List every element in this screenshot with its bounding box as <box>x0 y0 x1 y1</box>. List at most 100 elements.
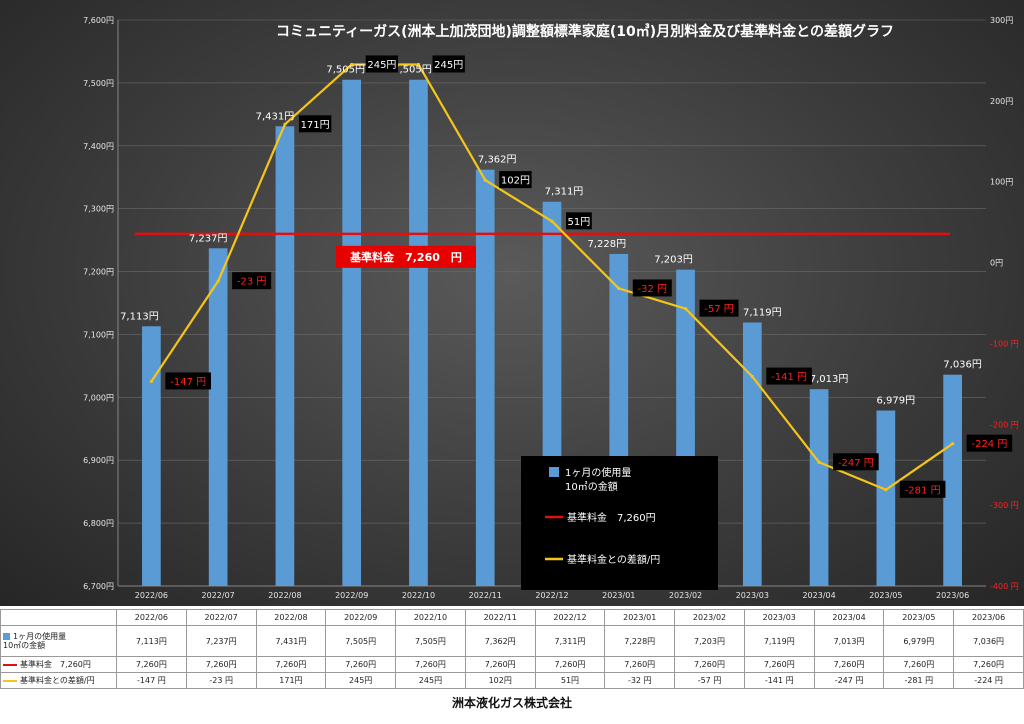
table-row-label: 1ヶ月の使用量 10㎥の金額 <box>3 632 67 650</box>
table-cell: -141 円 <box>743 672 815 689</box>
table-cell: 102円 <box>464 672 536 689</box>
table-row-label: 基準料金との差額/円 <box>20 676 95 685</box>
diff-label-box <box>232 272 272 290</box>
bar-value-label: 7,505円 <box>326 65 365 76</box>
y-tick-label-left: 7,300円 <box>83 205 114 214</box>
bar <box>409 79 428 586</box>
table-swatch <box>3 679 17 682</box>
diff-label-box <box>499 171 532 189</box>
table-header-cell: 2022/06 <box>116 609 187 626</box>
y-tick-label-right: -300 円 <box>990 501 1019 510</box>
diff-point <box>750 374 754 379</box>
diff-value-label: -224 円 <box>971 439 1007 450</box>
table-row: 1ヶ月の使用量 10㎥の金額 7,113円 7,237円 7,431円 7,505円 7,5… <box>0 625 1024 657</box>
table-header-cell: 2023/06 <box>953 609 1024 626</box>
y-tick-label-right: 0円 <box>990 259 1003 268</box>
diff-point <box>416 62 421 67</box>
table-cell: 7,036円 <box>953 625 1024 657</box>
base-price-annotation: 基準料金 7,260 円 <box>349 250 462 264</box>
diff-value-label: -32 円 <box>638 284 668 295</box>
legend-label-diff: 基準料金との差額/円 <box>567 553 660 566</box>
bar <box>275 126 295 586</box>
table-cell: 7,260円 <box>185 656 257 673</box>
legend-label-bar: 10㎥の金額 <box>565 480 618 493</box>
diff-point <box>550 219 554 223</box>
bar-value-label: 7,036円 <box>943 360 982 371</box>
data-table: 2022/06 2022/07 2022/08 2022/09 2022/10 2022/… <box>0 609 1024 689</box>
legend-swatch-bar <box>549 467 559 477</box>
y-tick-label-left: 7,000円 <box>83 393 114 402</box>
diff-point <box>817 460 821 464</box>
table-cell: 7,260円 <box>464 656 536 673</box>
table-cell: 7,260円 <box>883 656 955 673</box>
diff-value-label: 102円 <box>501 176 530 187</box>
y-tick-label-left: 7,100円 <box>83 330 114 339</box>
table-cell: 171円 <box>255 672 327 689</box>
y-tick-label-left: 7,600円 <box>83 16 114 25</box>
bar-value-label: 7,311円 <box>545 187 584 198</box>
chart-title: コミュニティーガス(洲本上加茂団地)調整額標準家庭(10㎥)月別料金及び基準料金… <box>276 23 894 40</box>
x-tick-label: 2023/02 <box>669 591 702 600</box>
diff-value-label: -147 円 <box>170 377 206 388</box>
table-cell: 7,311円 <box>534 625 606 657</box>
diff-label-box <box>966 434 1013 452</box>
table-cell: 7,260円 <box>813 656 885 673</box>
table-cell: 7,362円 <box>464 625 536 657</box>
table-header-cell: 2022/07 <box>185 609 257 626</box>
table-cell: 7,505円 <box>395 625 466 657</box>
diff-point <box>683 307 688 311</box>
table-cell: 7,260円 <box>325 656 397 673</box>
table-cell: 7,260円 <box>395 656 466 673</box>
y-tick-label-left: 6,800円 <box>83 519 114 528</box>
x-tick-label: 2023/05 <box>869 591 902 600</box>
x-tick-label: 2022/11 <box>469 591 502 600</box>
base-price-annotation-box <box>336 245 476 268</box>
bar <box>809 389 829 586</box>
x-tick-label: 2023/06 <box>936 591 969 600</box>
table-cell: 7,260円 <box>534 656 606 673</box>
diff-label-box <box>298 115 332 133</box>
y-tick-label-left: 6,700円 <box>83 582 114 591</box>
table-header-cell: 2023/02 <box>674 609 745 626</box>
y-tick-label-left: 6,900円 <box>83 456 114 465</box>
diff-label-box <box>632 279 672 297</box>
diff-point <box>951 442 955 446</box>
table-swatch <box>3 663 17 666</box>
bar-value-label: 7,203円 <box>654 255 693 266</box>
bar-value-label: 7,113円 <box>120 311 159 322</box>
table-row: 基準料金との差額/円 -147 円 -23 円 171円 245円 245円 102円 51円… <box>0 672 1024 689</box>
x-tick-label: 2022/12 <box>535 591 568 600</box>
table-header-cell: 2022/08 <box>255 609 327 626</box>
y-tick-label-right: 100円 <box>990 178 1013 187</box>
bar <box>876 410 896 586</box>
x-tick-label: 2022/06 <box>135 591 168 600</box>
y-tick-label-left: 7,500円 <box>83 79 114 88</box>
x-tick-label: 2022/08 <box>268 591 301 600</box>
diff-point <box>483 178 487 182</box>
diff-value-label: -141 円 <box>771 372 807 383</box>
table-header-cell: 2022/10 <box>395 609 466 626</box>
diff-label-box <box>699 299 739 317</box>
table-cell: 7,237円 <box>185 625 257 657</box>
legend-label-base: 基準料金 7,260円 <box>567 511 656 524</box>
x-tick-label: 2023/01 <box>602 591 635 600</box>
diff-point <box>216 279 220 283</box>
diff-point <box>884 488 888 492</box>
diff-value-label: -281 円 <box>905 485 941 496</box>
bar-value-label: 7,228円 <box>587 239 626 250</box>
bar <box>342 79 362 586</box>
table-cell: 7,228円 <box>604 625 676 657</box>
table-cell: 6,979円 <box>883 625 955 657</box>
bar-value-label: 6,979円 <box>877 396 916 407</box>
table-swatch <box>3 633 10 640</box>
y-tick-label-right: -100 円 <box>990 339 1019 348</box>
table-cell: 245円 <box>395 672 466 689</box>
table-header-row: 2022/06 2022/07 2022/08 2022/09 2022/10 2022/… <box>0 609 1024 626</box>
bar <box>142 326 161 586</box>
diff-value-label: 51円 <box>568 217 591 228</box>
table-header-cell: 2022/09 <box>325 609 397 626</box>
table-cell: -23 円 <box>185 672 257 689</box>
table-row-header: 基準料金 7,260円 <box>0 656 117 673</box>
bar <box>742 322 762 586</box>
table-cell: 7,013円 <box>813 625 885 657</box>
